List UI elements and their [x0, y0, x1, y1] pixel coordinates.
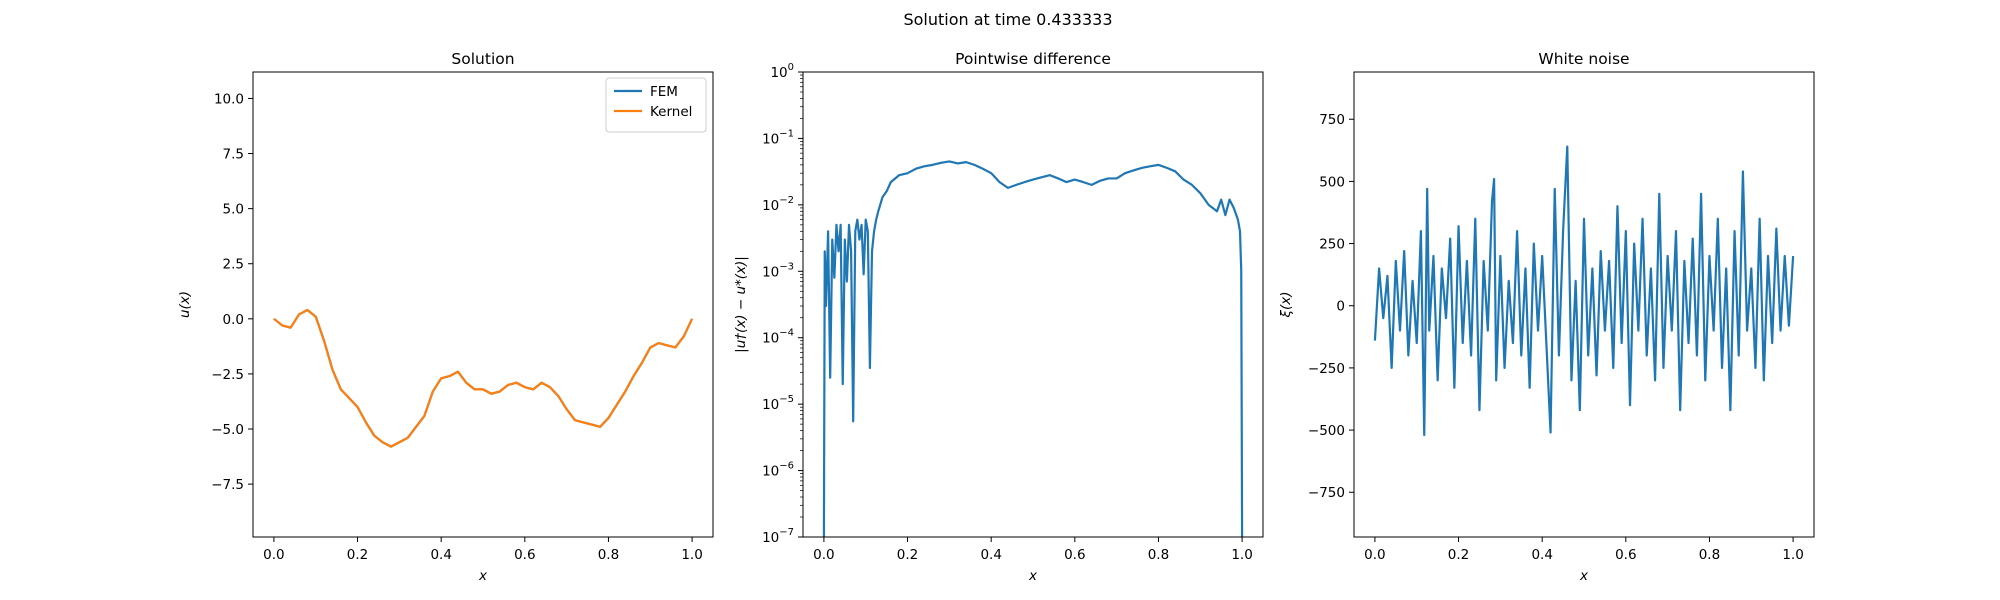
- y-axis-label: u(x): [177, 291, 193, 318]
- plot-frame: [252, 71, 714, 538]
- x-axis-label: x: [1579, 568, 1589, 584]
- x-axis-label: x: [478, 568, 488, 584]
- x-tick-label: 0.4: [980, 547, 1001, 563]
- y-tick-label: 2.5: [223, 257, 244, 273]
- series-line-data: [822, 160, 1244, 537]
- y-tick-label: 10−2: [762, 195, 794, 214]
- plot-frame: [1353, 71, 1815, 538]
- x-tick-label: 1.0: [1231, 547, 1252, 563]
- x-tick-label: 1.0: [1782, 547, 1803, 563]
- y-tick-label: 500: [1319, 174, 1345, 190]
- y-axis-label: |u†(x) − u*(x)|: [733, 256, 749, 353]
- solution-panel: 0.0 0.2 0.4 0.6 0.8 1.0 −7.5 −5.0 −2.5 0.0 2.5 5.0 7…: [177, 50, 714, 584]
- x-tick-label: 0.2: [897, 547, 918, 563]
- x-tick-label: 0.6: [1064, 547, 1085, 563]
- y-tick-label: −750: [1308, 485, 1345, 501]
- y-tick-label: 10−4: [762, 328, 794, 347]
- x-tick-label: 0.8: [1699, 547, 1720, 563]
- y-tick-label: 0.0: [223, 312, 244, 328]
- y-tick-label: 10−7: [762, 527, 794, 546]
- y-tick-label: −500: [1308, 423, 1345, 439]
- x-tick-label: 0.4: [430, 547, 451, 563]
- x-tick-label: 0.0: [263, 547, 284, 563]
- series-line-kernel: [273, 308, 694, 448]
- y-tick-label: 750: [1319, 112, 1345, 128]
- x-tick-label: 0.6: [514, 547, 535, 563]
- y-tick-label: −2.5: [211, 367, 244, 383]
- x-tick-label: 0.4: [1531, 547, 1552, 563]
- legend-label-fem: FEM: [650, 84, 678, 100]
- figure-title: Solution at time 0.433333: [903, 10, 1112, 29]
- x-tick-label: 0.8: [598, 547, 619, 563]
- x-axis-label: x: [1028, 568, 1038, 584]
- x-tick-label: 0.0: [813, 547, 834, 563]
- x-tick-label: 0.6: [1615, 547, 1636, 563]
- x-tick-label: 0.2: [1448, 547, 1469, 563]
- x-tick-label: 1.0: [681, 547, 702, 563]
- y-tick-label: 10−3: [762, 261, 794, 280]
- plot-frame: [802, 71, 1264, 538]
- legend-label-kernel: Kernel: [650, 104, 692, 120]
- y-tick-label: 100: [770, 62, 794, 81]
- y-tick-label: 10.0: [214, 91, 244, 107]
- y-tick-label: 5.0: [223, 202, 244, 218]
- y-tick-label: 250: [1319, 237, 1345, 253]
- y-tick-label: −250: [1308, 361, 1345, 377]
- x-tick-label: 0.0: [1364, 547, 1385, 563]
- y-tick-label: 10−5: [762, 394, 794, 413]
- y-tick-label: −7.5: [211, 477, 244, 493]
- series-line-data: [1373, 145, 1795, 437]
- x-tick-label: 0.2: [347, 547, 368, 563]
- panel-title: White noise: [1538, 50, 1629, 68]
- y-tick-label: 0: [1336, 299, 1345, 315]
- y-axis-label: ξ(x): [1278, 291, 1294, 318]
- y-tick-label: 10−1: [762, 128, 794, 147]
- panel-title: Pointwise difference: [955, 50, 1111, 68]
- y-tick-label: −5.0: [211, 422, 244, 438]
- x-tick-label: 0.8: [1148, 547, 1169, 563]
- legend: FEM Kernel: [605, 77, 707, 133]
- y-tick-label: 10−6: [762, 461, 794, 480]
- y-tick-label: 7.5: [223, 147, 244, 163]
- panel-title: Solution: [451, 50, 514, 68]
- white-noise-panel: 0.0 0.2 0.4 0.6 0.8 1.0 −750 −500 −250 0 250 500 750…: [1278, 50, 1815, 584]
- pointwise-difference-panel: 0.0 0.2 0.4 0.6 0.8 1.0 10−7 10−6 10−5 10−4 10−3 10…: [733, 50, 1264, 584]
